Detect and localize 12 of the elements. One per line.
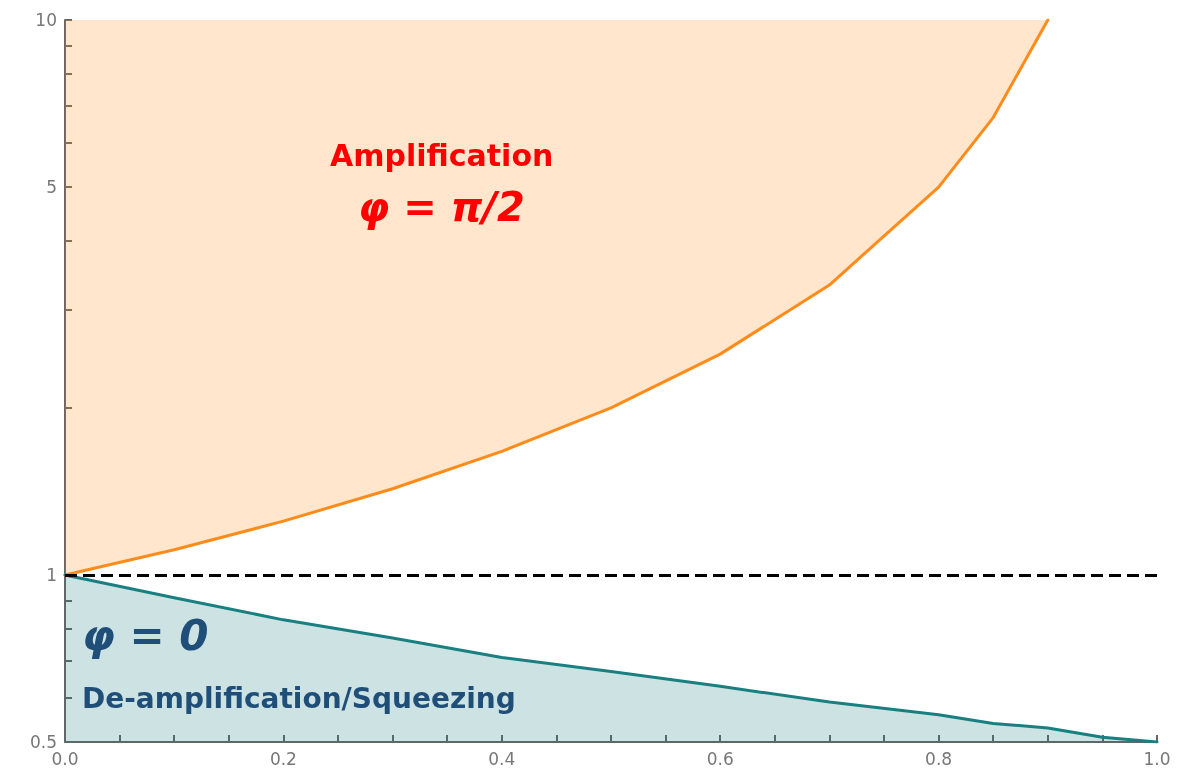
x-tick-label: 0.6 xyxy=(706,748,734,769)
x-tick-label: 0.8 xyxy=(925,748,953,769)
x-tick-label: 0.2 xyxy=(269,748,297,769)
annotation: φ = π/2 xyxy=(358,184,525,230)
annotation: φ = 0 xyxy=(82,610,209,660)
y-tick-label: 5 xyxy=(46,177,57,198)
annotation: Amplification xyxy=(330,137,554,173)
x-tick-label: 0.4 xyxy=(488,748,516,769)
y-tick-label: 1 xyxy=(46,564,57,585)
y-tick-label: 10 xyxy=(35,10,57,30)
annotation: De-amplification/Squeezing xyxy=(82,681,516,715)
x-tick-label: 1.0 xyxy=(1143,748,1171,769)
